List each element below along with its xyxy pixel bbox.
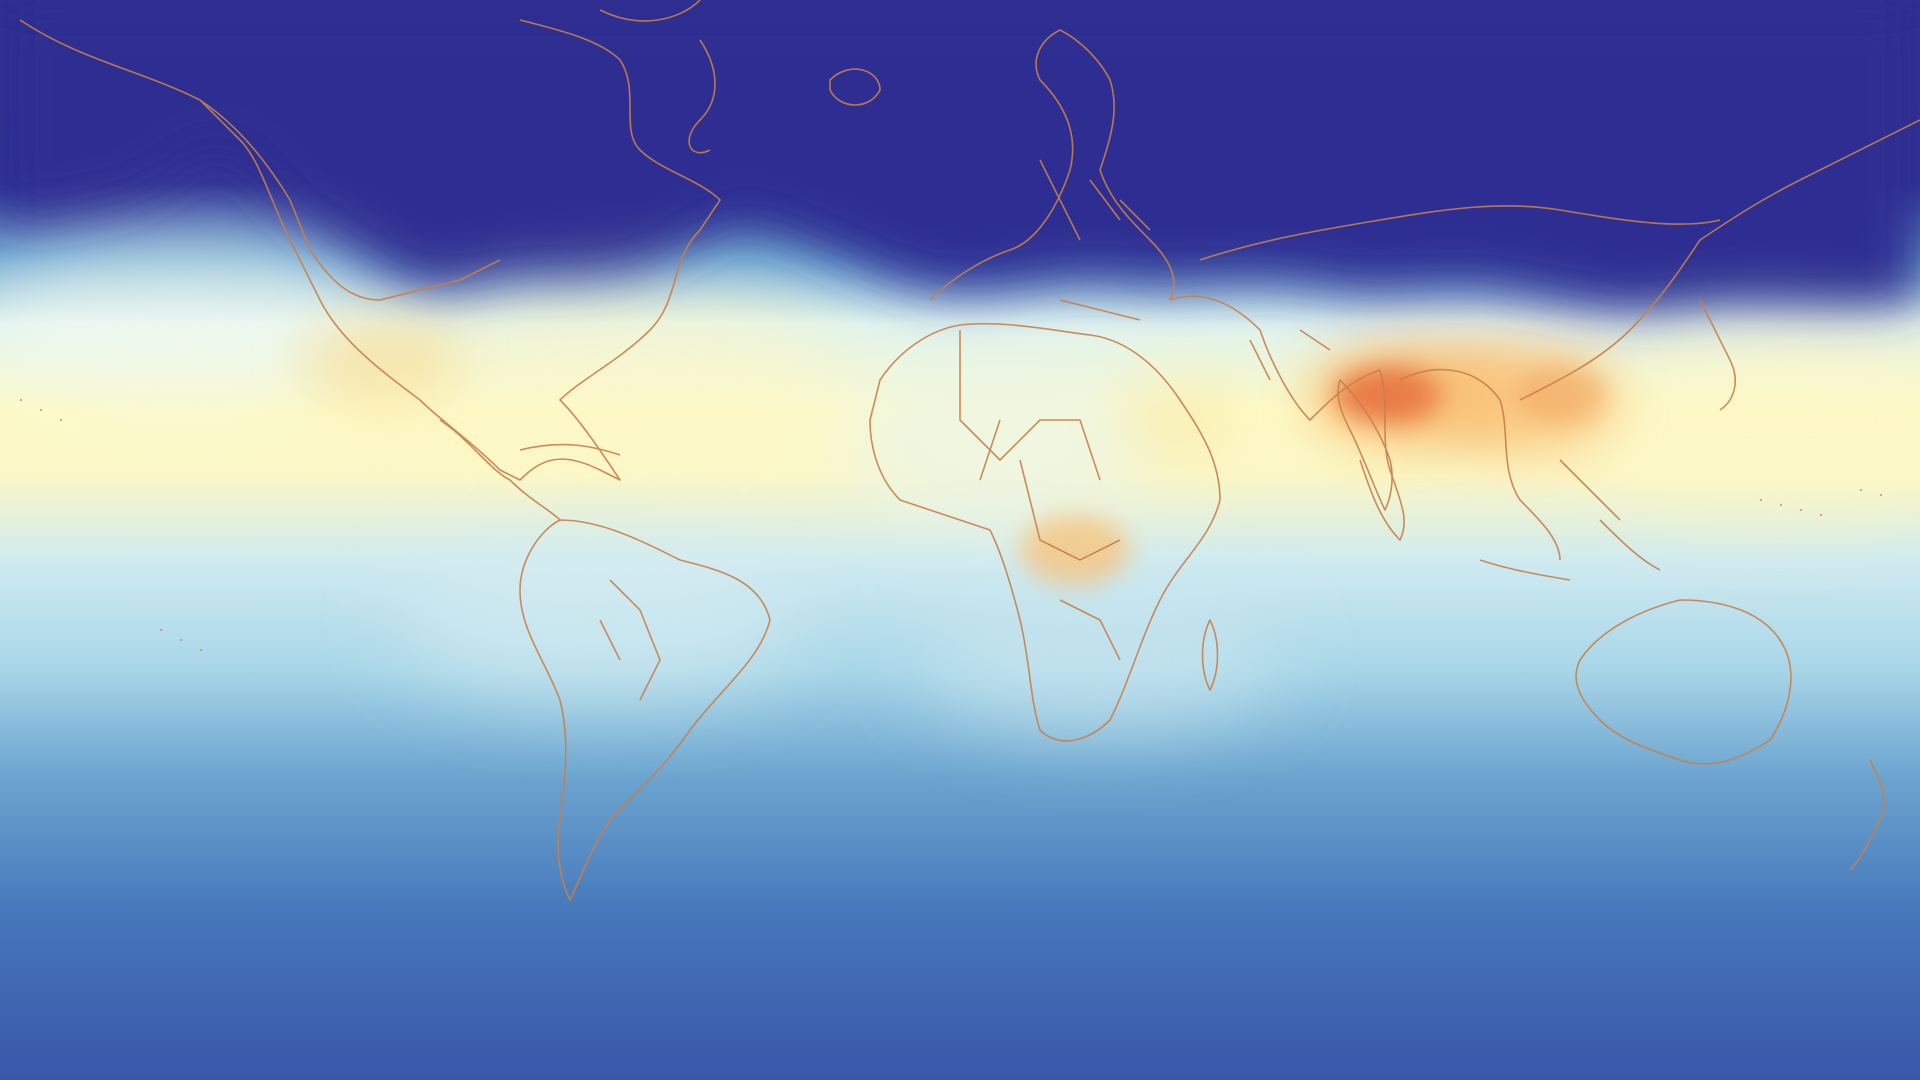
hotspot-mexico [300,315,460,405]
